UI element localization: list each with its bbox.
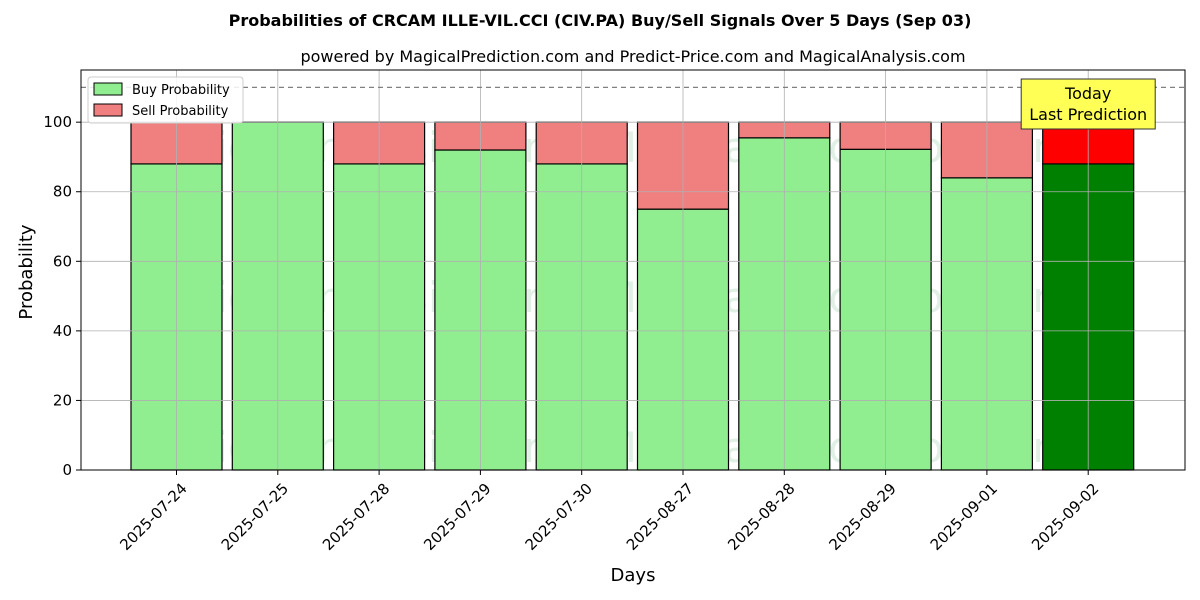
y-axis-label: Probability [16,224,37,319]
legend-swatch-buy [93,82,123,96]
chart-subtitle: powered by MagicalPrediction.com and Pre… [300,47,965,66]
axes-frame [80,69,1186,471]
y-tick-label: 60 [53,252,72,270]
x-tick-label: 2025-08-29 [825,480,899,554]
y-tick-label: 100 [43,113,72,131]
legend-swatch-sell [93,103,123,117]
y-tick-label: 20 [53,391,72,409]
legend-label-buy: Buy Probability [132,83,230,98]
x-tick-label: 2025-07-28 [319,480,393,554]
x-tick-label: 2025-07-30 [522,480,596,554]
y-tick-label: 0 [62,461,72,479]
x-tick-label: 2025-08-27 [623,480,697,554]
x-tick-label: 2025-07-29 [420,480,494,554]
x-tick-label: 2025-07-25 [218,480,292,554]
x-tick-label: 2025-09-02 [1028,480,1102,554]
x-tick-label: 2025-09-01 [927,480,1001,554]
plot-area: MagicalAnalysis.comMagicalPrediction.com… [43,69,1186,554]
today-annotation: Today Last Prediction [1020,78,1156,130]
annotation-text: Last Prediction [1029,105,1147,124]
legend: Buy Probability Sell Probability [87,76,244,124]
annotation-text: Today [1064,84,1111,103]
legend-box [87,76,244,124]
x-axis-label: Days [611,565,656,586]
y-tick-label: 40 [53,322,72,340]
x-tick-label: 2025-07-24 [116,480,190,554]
legend-label-sell: Sell Probability [132,104,229,119]
y-tick-label: 80 [53,183,72,201]
annotation-box [1020,78,1156,130]
x-tick-label: 2025-08-28 [724,480,798,554]
chart-title: Probabilities of CRCAM ILLE-VIL.CCI (CIV… [229,11,972,30]
